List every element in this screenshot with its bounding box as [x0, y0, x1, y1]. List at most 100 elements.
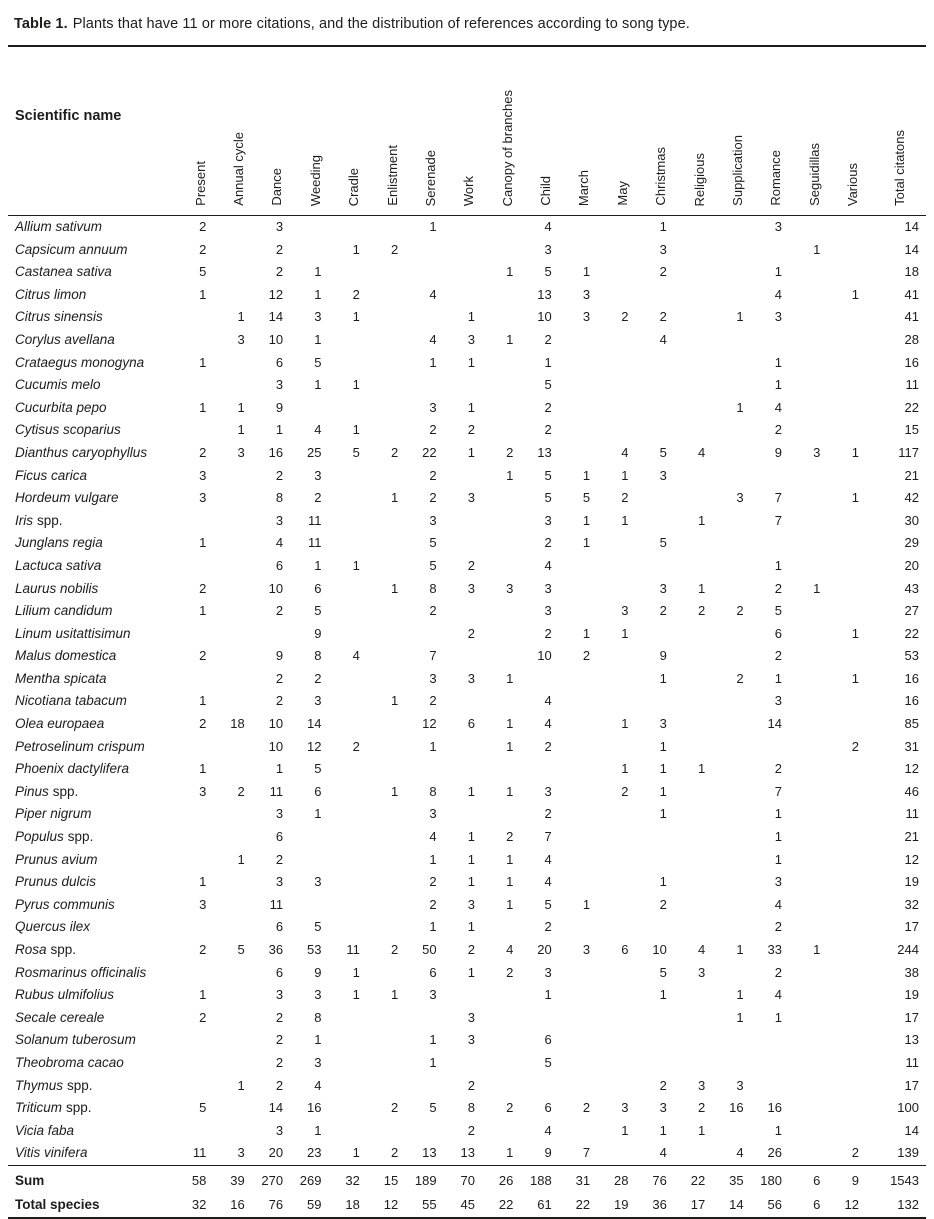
citation-count-cell: 2: [544, 738, 552, 754]
citation-count-cell: [718, 849, 756, 872]
species-name: Citrus sinensis: [15, 309, 103, 325]
citation-count-cell: 1: [621, 716, 629, 732]
citation-count-cell: [335, 532, 373, 555]
citation-count-cell: [680, 736, 718, 759]
citation-count-cell: 3: [544, 964, 552, 980]
column-header-label: Total citatons: [891, 130, 907, 206]
citation-count-cell: 1: [467, 354, 475, 370]
total-citations-cell: 11: [905, 1054, 920, 1070]
citation-count-cell: [335, 397, 373, 420]
citation-count-cell: 1: [352, 377, 360, 393]
column-header-label: Supplication: [729, 135, 745, 206]
citation-count-cell: 2: [544, 535, 552, 551]
citation-count-cell: [181, 1075, 219, 1098]
citation-count-cell: [795, 1142, 833, 1165]
citation-count-cell: 6: [544, 1100, 552, 1116]
citation-count-cell: 3: [314, 467, 322, 483]
citation-count-cell: 4: [544, 874, 552, 890]
citation-count-cell: 3: [736, 1077, 744, 1093]
citation-count-cell: 2: [506, 444, 514, 460]
citation-count-cell: [219, 374, 257, 397]
citation-count-cell: [411, 1075, 449, 1098]
species-name: Secale cereale: [15, 1009, 105, 1025]
citation-count-cell: 1: [698, 761, 706, 777]
citation-count-cell: 1: [352, 241, 360, 257]
citation-count-cell: [680, 555, 718, 578]
citation-count-cell: 3: [467, 331, 475, 347]
citation-count-cell: 2: [391, 241, 399, 257]
citation-count-cell: 5: [659, 535, 667, 551]
citation-count-cell: [373, 803, 411, 826]
citation-count-cell: [680, 1142, 718, 1165]
citation-count-cell: 5: [582, 490, 591, 506]
citation-count-cell: 3: [237, 444, 245, 460]
total-citations-cell: 41: [904, 286, 919, 302]
total-citations-cell: 38: [904, 964, 919, 980]
citation-count-cell: 1: [621, 761, 629, 777]
citation-count-cell: [833, 894, 872, 917]
total-citations-cell: 32: [904, 896, 919, 912]
citation-count-cell: 1: [237, 422, 245, 438]
species-name: Castanea sativa: [15, 264, 112, 280]
total-citations-cell: 22: [904, 625, 919, 641]
citation-count-cell: 1: [506, 264, 514, 280]
citation-count-cell: [833, 532, 872, 555]
citation-count-cell: [373, 1007, 411, 1030]
species-name-cell: Cucumis melo: [8, 374, 181, 397]
species-row: Triticum spp. 5 14 16 2 5 8 2 6 2 3 3 2 16 16 100: [8, 1097, 926, 1120]
citation-count-cell: 4: [429, 829, 437, 845]
citation-count-cell: 1: [506, 716, 514, 732]
citation-count-cell: 269: [296, 1164, 335, 1193]
species-row: Capsicum annuum 2 2 1 2 3 3 1 14: [8, 239, 926, 262]
citation-count-cell: [680, 352, 718, 375]
citation-count-cell: 3: [429, 806, 437, 822]
citation-count-cell: [795, 284, 833, 307]
citation-count-cell: [450, 216, 488, 239]
citation-count-cell: [833, 939, 872, 962]
citation-count-cell: [795, 487, 833, 510]
species-name-cell: Piper nigrum: [8, 803, 181, 826]
citation-count-cell: [373, 284, 411, 307]
total-citations-cell: 28: [904, 331, 919, 347]
citation-count-cell: 2: [851, 738, 859, 754]
citation-count-cell: [373, 894, 411, 917]
total-citations-cell: 29: [904, 535, 919, 551]
citation-count-cell: 1: [698, 580, 706, 596]
citation-count-cell: [680, 239, 718, 262]
citation-count-cell: 1: [659, 738, 667, 754]
citation-count-cell: 3: [774, 309, 782, 325]
citation-count-cell: [603, 849, 641, 872]
citation-count-cell: [526, 668, 564, 691]
citation-count-cell: 4: [429, 331, 437, 347]
citation-count-cell: [373, 419, 411, 442]
citation-count-cell: 2: [506, 964, 514, 980]
citation-count-cell: [603, 803, 641, 826]
total-citations-cell: 139: [897, 1145, 919, 1161]
total-citations-cell: 117: [898, 444, 919, 460]
species-name: Capsicum annuum: [15, 241, 128, 257]
citation-count-cell: [296, 216, 334, 239]
citation-count-cell: [680, 826, 718, 849]
column-header-work: Work: [449, 46, 488, 216]
citation-count-cell: 4: [774, 286, 782, 302]
citation-count-cell: 55: [422, 1196, 437, 1212]
citation-count-cell: 31: [564, 1164, 604, 1193]
citation-count-cell: [488, 758, 526, 781]
citation-count-cell: 2: [237, 783, 245, 799]
citation-count-cell: 1: [774, 557, 782, 573]
citation-count-cell: 3: [199, 467, 207, 483]
citation-count-cell: 2: [391, 1100, 399, 1116]
citation-count-cell: [833, 306, 872, 329]
citation-count-cell: [833, 600, 872, 623]
species-row: Junglans regia 1 4 11 5 2 1 5 29: [8, 532, 926, 555]
citation-count-cell: [603, 284, 641, 307]
citation-count-cell: 1: [391, 490, 399, 506]
citation-count-cell: 5: [544, 264, 552, 280]
citation-count-cell: [718, 374, 756, 397]
citation-count-cell: [833, 803, 872, 826]
citation-count-cell: 2: [467, 1077, 475, 1093]
citation-count-cell: [373, 600, 411, 623]
citation-count-cell: [335, 916, 373, 939]
citation-count-cell: 3: [237, 1145, 245, 1161]
citation-count-cell: [565, 803, 603, 826]
